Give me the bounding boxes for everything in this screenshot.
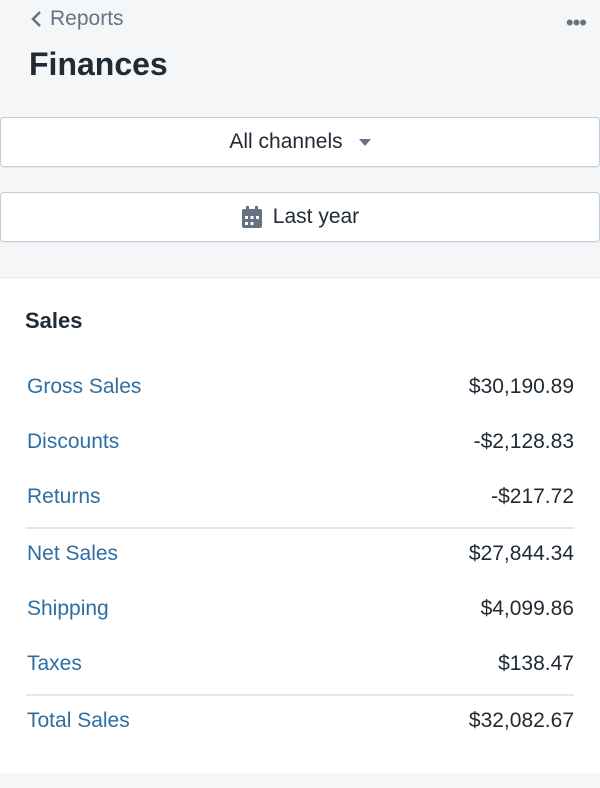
row-value: $27,844.34 — [468, 542, 574, 565]
row-label[interactable]: Discounts — [27, 430, 120, 453]
row-net-sales: Net Sales $27,844.34 — [27, 539, 574, 569]
row-taxes: Taxes $138.47 — [27, 649, 574, 679]
calendar-icon — [241, 206, 262, 228]
row-label[interactable]: Shipping — [27, 597, 109, 620]
row-value: $4,099.86 — [480, 597, 574, 620]
row-gross-sales: Gross Sales $30,190.89 — [27, 372, 574, 402]
channel-label: All channels — [229, 130, 343, 153]
channel-selector[interactable]: All channels — [0, 117, 600, 167]
sales-card: Sales Gross Sales $30,190.89 Discounts -$2… — [0, 278, 600, 773]
date-range-selector[interactable]: Last year — [0, 192, 600, 242]
row-value: $30,190.89 — [468, 375, 574, 398]
divider — [26, 527, 574, 529]
more-actions-button[interactable]: ••• — [565, 10, 587, 36]
divider — [26, 694, 574, 696]
row-label[interactable]: Total Sales — [27, 709, 130, 732]
row-label[interactable]: Returns — [27, 485, 101, 508]
chevron-left-icon — [31, 11, 41, 27]
row-returns: Returns -$217.72 — [27, 482, 574, 512]
row-label[interactable]: Gross Sales — [27, 375, 142, 398]
date-range-label: Last year — [272, 205, 360, 228]
page-title: Finances — [29, 46, 168, 82]
row-value: $32,082.67 — [468, 709, 574, 732]
row-value: -$217.72 — [491, 485, 574, 508]
row-value: -$2,128.83 — [473, 430, 574, 453]
back-to-reports-link[interactable]: Reports — [30, 7, 124, 31]
row-total-sales: Total Sales $32,082.67 — [27, 706, 574, 736]
row-value: $138.47 — [498, 652, 574, 675]
sales-heading: Sales — [25, 308, 83, 333]
row-label[interactable]: Net Sales — [27, 542, 119, 565]
row-discounts: Discounts -$2,128.83 — [27, 427, 574, 457]
row-label[interactable]: Taxes — [27, 652, 82, 675]
back-label: Reports — [50, 7, 124, 30]
row-shipping: Shipping $4,099.86 — [27, 594, 574, 624]
ellipsis-icon: ••• — [565, 10, 587, 35]
caret-down-icon — [358, 138, 371, 146]
